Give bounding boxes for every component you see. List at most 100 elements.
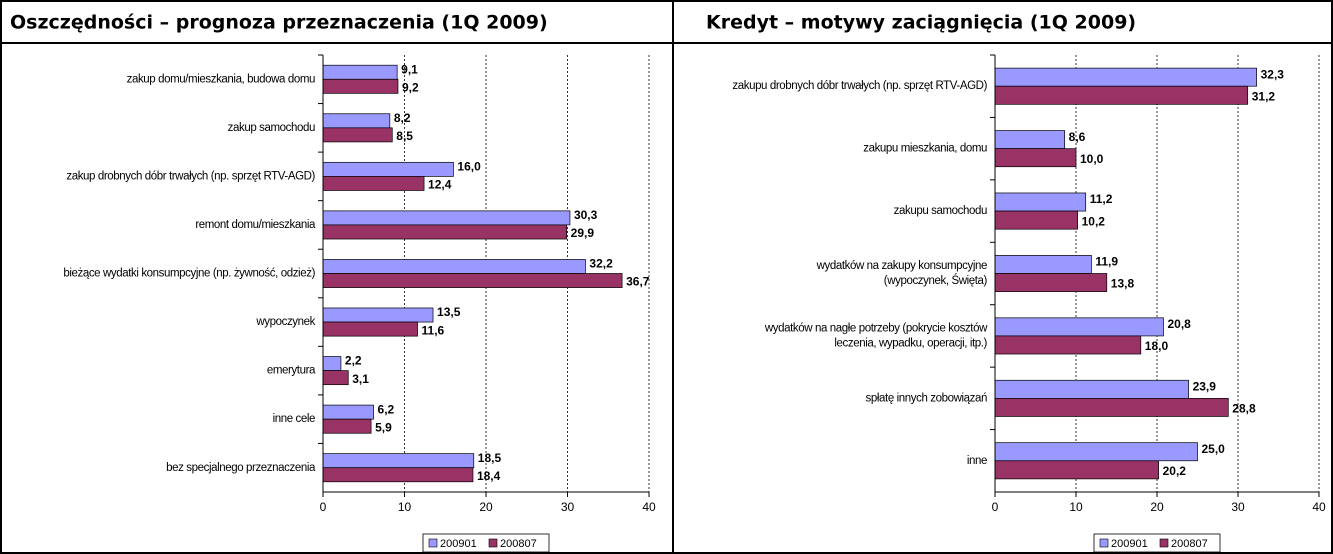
category-label: wydatków na nagłe potrzeby (pokrycie kos…: [764, 322, 988, 334]
bar: [322, 113, 391, 129]
legend-label: 200807: [1171, 538, 1208, 550]
bar: [322, 453, 475, 469]
value-label: 6,2: [378, 402, 395, 416]
legend-swatch: [428, 538, 438, 548]
value-label: 23,9: [1193, 379, 1217, 393]
legend-label: 200901: [440, 538, 477, 550]
category-label: zakupu drobnych dóbr trwałych (np. sprzę…: [732, 80, 987, 92]
category-label: zakup samochodu: [228, 122, 315, 134]
category-label: zakup drobnych dóbr trwałych (np. sprzęt…: [66, 170, 315, 182]
category-label: wydatków na zakupy konsumpcyjne: [816, 260, 987, 272]
legend-swatch: [1099, 538, 1109, 548]
value-label: 32,2: [589, 257, 613, 271]
value-label: 13,8: [1111, 277, 1135, 291]
category-label: wypoczynek: [255, 316, 315, 328]
value-label: 36,7: [626, 275, 650, 289]
bar: [994, 273, 1108, 292]
bar: [322, 64, 398, 80]
category-label: leczenia, wypadku, operacji, itp.): [834, 337, 987, 349]
category-label: inne: [967, 455, 987, 467]
legend-box: [422, 533, 550, 553]
value-label: 12,4: [428, 178, 452, 192]
legend-swatch: [488, 538, 498, 548]
x-tick-label: 30: [561, 500, 575, 514]
bar: [322, 161, 454, 177]
bar: [994, 379, 1189, 399]
category-label: bez specjalnego przeznaczenia: [166, 462, 316, 474]
bar: [322, 259, 586, 274]
category-label: zakupu samochodu: [894, 205, 987, 217]
bar: [322, 467, 474, 483]
chart-title: Kredyt – motywy zaciągnięcia (1Q 2009): [706, 12, 1136, 34]
bar: [994, 67, 1257, 87]
bar: [322, 307, 434, 323]
bar: [322, 176, 425, 191]
x-tick-label: 20: [1150, 500, 1164, 514]
value-label: 18,4: [477, 469, 501, 483]
x-tick-label: 0: [992, 500, 999, 514]
bar: [322, 370, 349, 386]
value-label: 20,2: [1163, 464, 1187, 478]
bar: [322, 210, 571, 226]
category-label: (wypoczynek, Święta): [884, 274, 988, 287]
value-label: 16,0: [457, 160, 481, 174]
value-label: 8,6: [1069, 130, 1086, 144]
legend-label: 200901: [1111, 538, 1148, 550]
bar: [994, 335, 1142, 355]
x-tick-label: 40: [642, 500, 656, 514]
value-label: 3,1: [352, 372, 369, 386]
value-label: 8,2: [394, 111, 411, 125]
value-label: 11,9: [1095, 255, 1118, 269]
x-tick-label: 10: [398, 500, 412, 514]
bar: [994, 210, 1078, 230]
value-label: 10,2: [1082, 214, 1106, 228]
bar: [322, 78, 399, 94]
x-tick-label: 40: [1312, 500, 1326, 514]
value-label: 18,0: [1145, 339, 1169, 353]
value-label: 11,6: [422, 323, 445, 337]
legend-swatch: [1159, 538, 1169, 548]
x-tick-label: 0: [320, 500, 327, 514]
chart-title: Oszczędności – prognoza przeznaczenia (1…: [10, 12, 548, 34]
legend-box: [1093, 533, 1221, 553]
bar: [994, 130, 1066, 149]
bar: [994, 148, 1077, 168]
category-label: spłatę innych zobowiązań: [866, 392, 987, 404]
bar: [994, 398, 1229, 417]
bar: [322, 127, 393, 143]
legend-label: 200807: [500, 538, 537, 550]
bar: [322, 356, 342, 371]
value-label: 30,3: [574, 208, 598, 222]
value-label: 9,2: [402, 80, 419, 94]
value-label: 5,9: [375, 420, 392, 434]
bar: [994, 460, 1159, 480]
bar: [994, 255, 1092, 274]
x-tick-label: 30: [1231, 500, 1245, 514]
value-label: 28,8: [1232, 402, 1256, 416]
category-label: zakupu mieszkania, domu: [863, 143, 987, 155]
category-label: inne cele: [273, 413, 315, 425]
value-label: 8,5: [396, 129, 413, 143]
x-tick-label: 10: [1069, 500, 1083, 514]
category-label: bieżące wydatki konsumpcyjne (np. żywnoś…: [63, 268, 315, 280]
bar: [994, 442, 1198, 462]
value-label: 18,5: [478, 451, 502, 465]
x-tick-label: 20: [479, 500, 493, 514]
bar: [322, 224, 568, 240]
bar: [994, 317, 1164, 337]
value-label: 9,1: [401, 62, 418, 76]
value-label: 2,2: [345, 354, 362, 368]
value-label: 32,3: [1261, 67, 1285, 81]
value-label: 10,0: [1080, 152, 1104, 166]
category-label: emerytura: [267, 365, 316, 377]
bar: [322, 273, 623, 288]
bar: [994, 85, 1249, 105]
value-label: 25,0: [1202, 442, 1226, 456]
value-label: 31,2: [1252, 89, 1276, 103]
value-label: 20,8: [1167, 317, 1191, 331]
category-label: zakup domu/mieszkania, budowa domu: [127, 73, 315, 85]
bar: [994, 192, 1087, 212]
value-label: 29,9: [571, 226, 595, 240]
